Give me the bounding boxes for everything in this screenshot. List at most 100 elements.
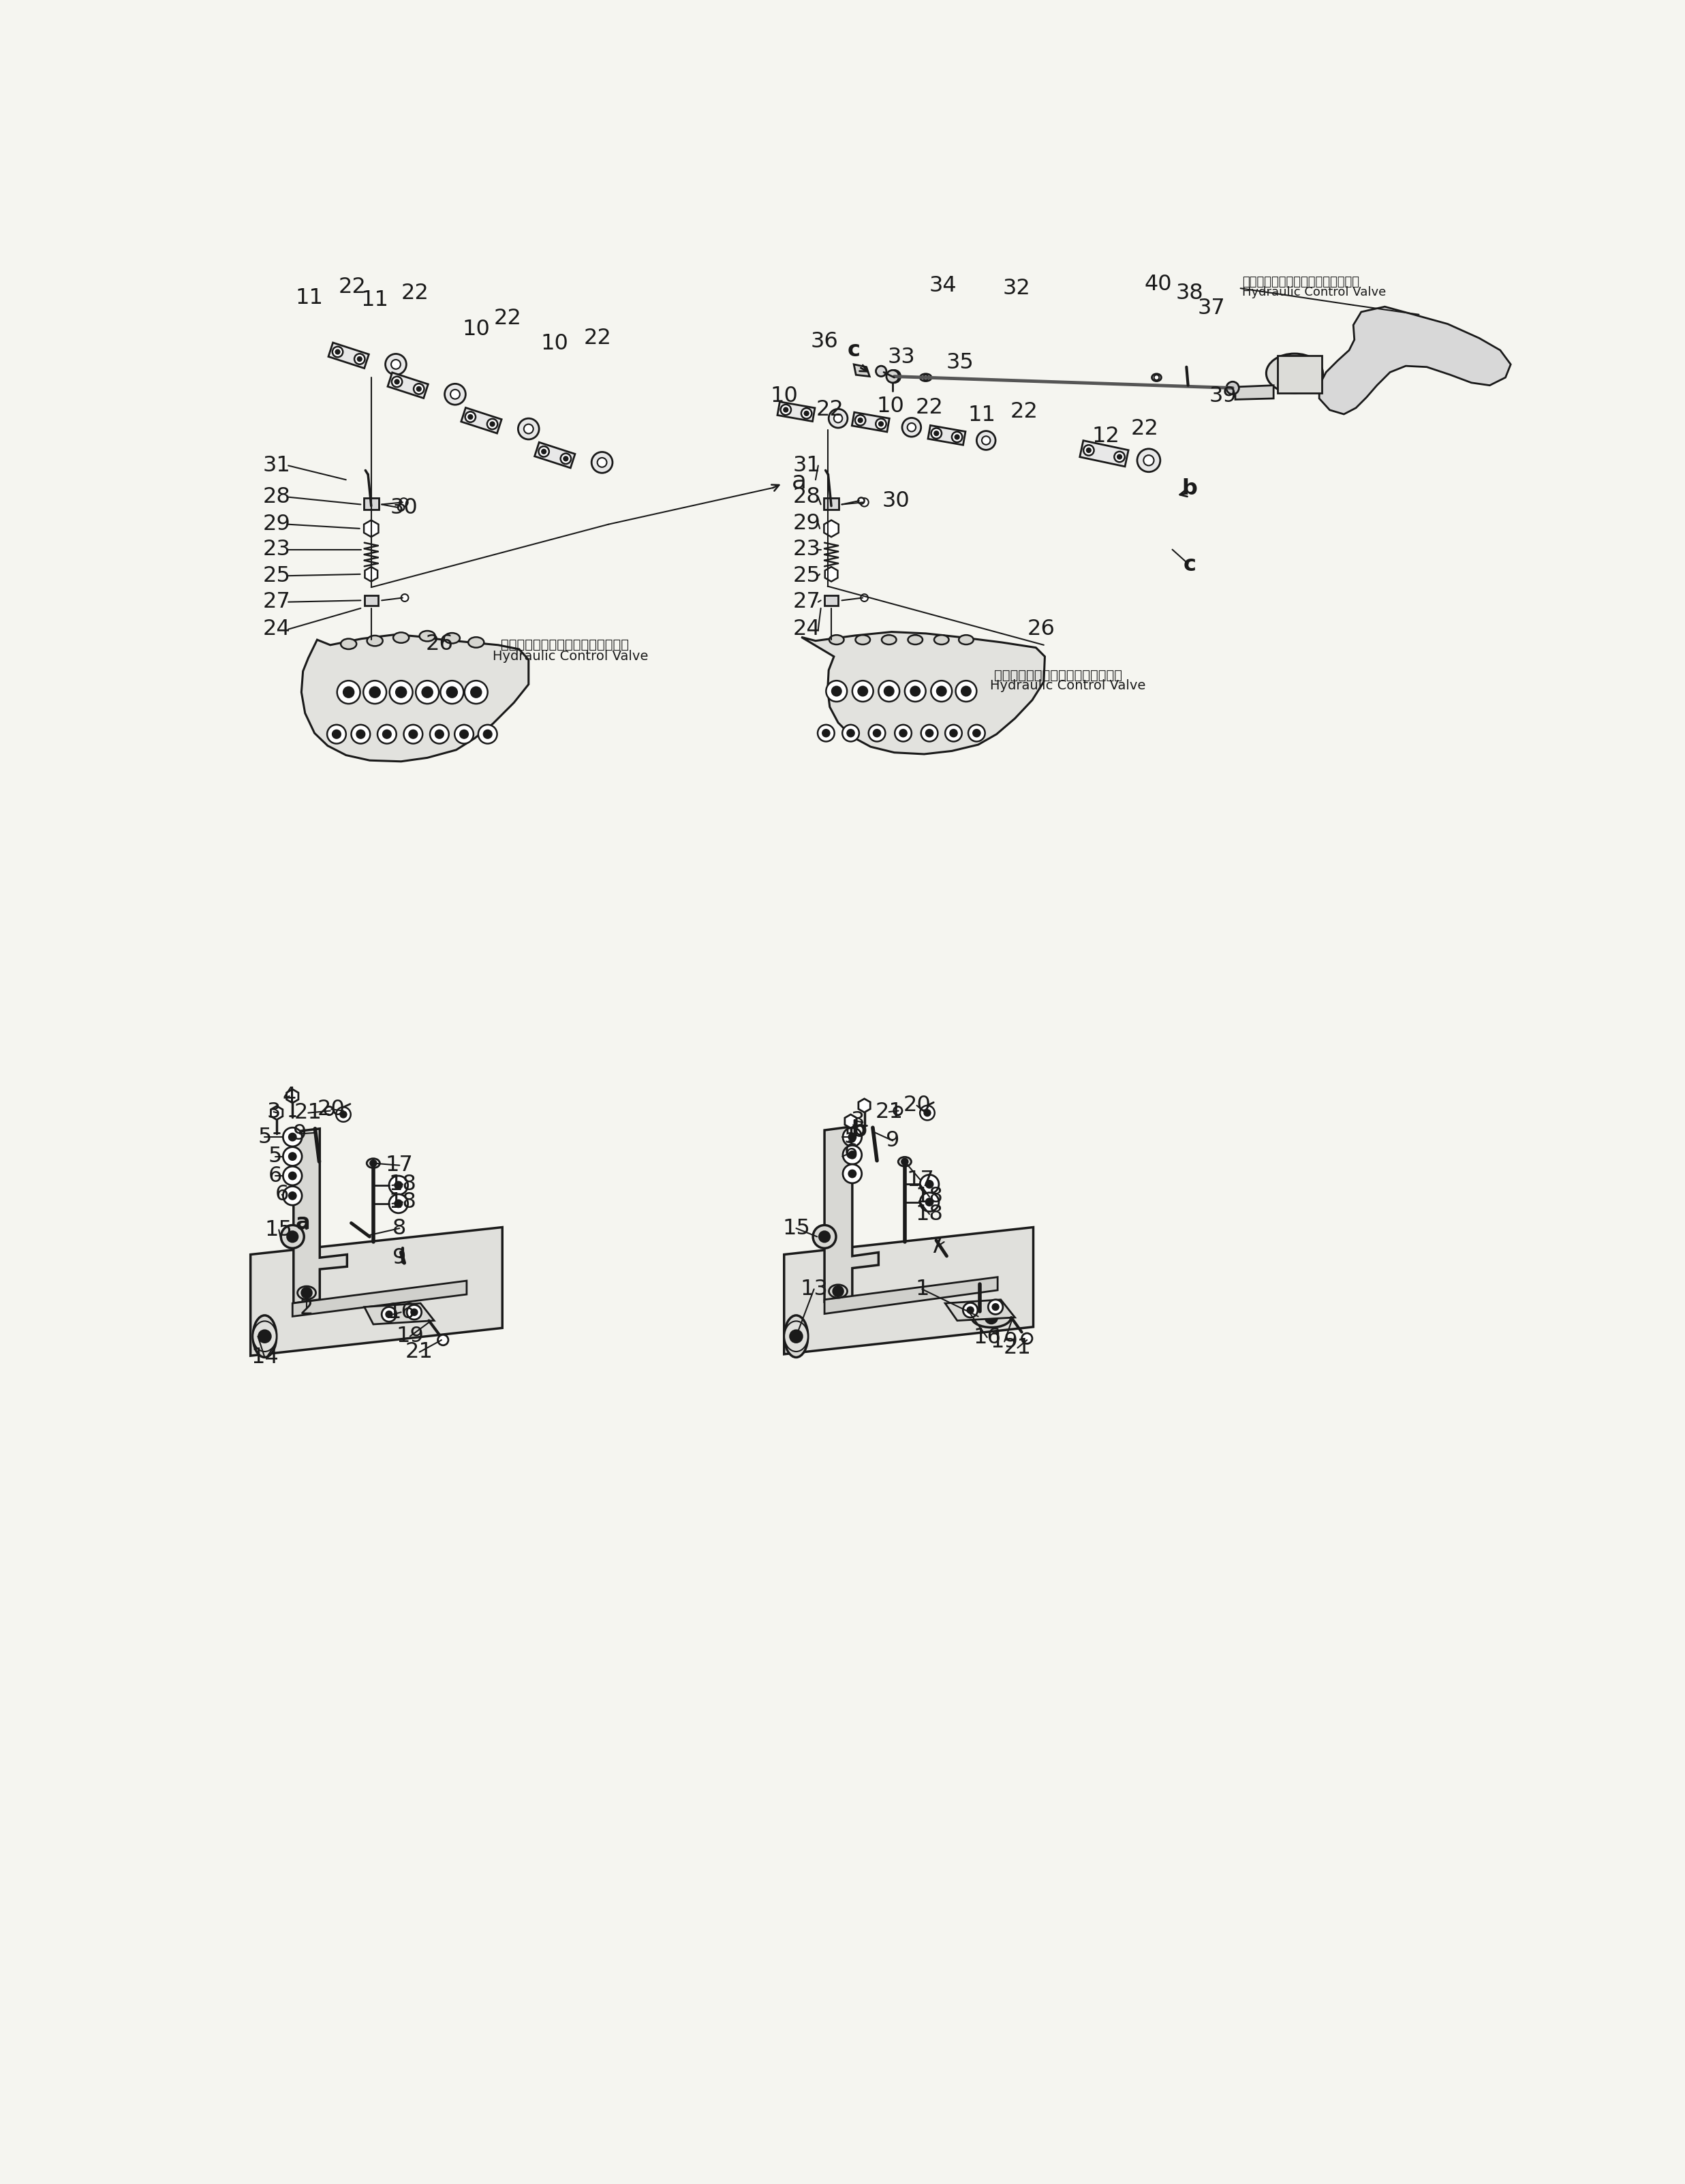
Ellipse shape bbox=[920, 373, 932, 382]
Text: 1: 1 bbox=[915, 1278, 928, 1299]
Circle shape bbox=[398, 505, 404, 511]
Polygon shape bbox=[824, 520, 839, 537]
Text: 31: 31 bbox=[792, 454, 821, 476]
Circle shape bbox=[817, 725, 834, 743]
Circle shape bbox=[430, 725, 448, 743]
Text: 29: 29 bbox=[792, 513, 821, 533]
Text: 29: 29 bbox=[263, 513, 292, 535]
Polygon shape bbox=[388, 373, 428, 397]
Polygon shape bbox=[824, 1278, 998, 1315]
Text: 25: 25 bbox=[792, 566, 821, 585]
Circle shape bbox=[364, 681, 386, 703]
Text: c: c bbox=[848, 341, 861, 360]
Text: 7: 7 bbox=[930, 1236, 944, 1258]
Circle shape bbox=[920, 1105, 935, 1120]
Circle shape bbox=[404, 725, 423, 743]
Circle shape bbox=[842, 725, 859, 743]
Ellipse shape bbox=[784, 1321, 807, 1352]
Circle shape bbox=[286, 1232, 298, 1243]
Text: 22: 22 bbox=[401, 284, 430, 304]
Circle shape bbox=[401, 594, 408, 601]
Circle shape bbox=[344, 688, 354, 697]
Circle shape bbox=[340, 1112, 347, 1118]
Text: 21: 21 bbox=[1004, 1337, 1031, 1358]
Circle shape bbox=[861, 594, 868, 601]
Text: 9: 9 bbox=[393, 1247, 406, 1269]
Ellipse shape bbox=[253, 1315, 276, 1356]
Circle shape bbox=[283, 1186, 302, 1206]
Text: 20: 20 bbox=[317, 1099, 345, 1120]
Ellipse shape bbox=[933, 636, 949, 644]
Circle shape bbox=[858, 686, 868, 697]
Text: a: a bbox=[295, 1212, 310, 1234]
Polygon shape bbox=[329, 343, 369, 369]
Circle shape bbox=[465, 681, 487, 703]
Circle shape bbox=[858, 498, 864, 505]
Circle shape bbox=[876, 419, 886, 428]
Text: 23: 23 bbox=[792, 539, 821, 559]
Circle shape bbox=[288, 1192, 297, 1199]
Circle shape bbox=[479, 725, 497, 743]
Ellipse shape bbox=[1153, 373, 1161, 382]
Text: 35: 35 bbox=[945, 352, 974, 373]
Ellipse shape bbox=[972, 1308, 1011, 1328]
Text: 27: 27 bbox=[263, 592, 292, 612]
Polygon shape bbox=[293, 1280, 467, 1317]
Circle shape bbox=[357, 729, 366, 738]
Circle shape bbox=[901, 1158, 908, 1164]
Circle shape bbox=[992, 1304, 999, 1310]
Circle shape bbox=[435, 729, 443, 738]
Polygon shape bbox=[1080, 441, 1129, 467]
Circle shape bbox=[354, 354, 366, 365]
Text: 5: 5 bbox=[268, 1147, 281, 1166]
Polygon shape bbox=[364, 1304, 435, 1324]
Text: 4: 4 bbox=[283, 1085, 297, 1107]
Text: 14: 14 bbox=[251, 1348, 278, 1367]
Text: 18: 18 bbox=[389, 1173, 416, 1195]
Polygon shape bbox=[858, 1099, 869, 1112]
Bar bbox=[364, 596, 377, 605]
Circle shape bbox=[386, 1310, 393, 1317]
Circle shape bbox=[972, 729, 981, 736]
Circle shape bbox=[920, 1175, 939, 1195]
Ellipse shape bbox=[898, 1158, 912, 1166]
Polygon shape bbox=[251, 1227, 502, 1356]
Text: 32: 32 bbox=[1003, 277, 1031, 299]
Text: 22: 22 bbox=[585, 328, 612, 349]
Text: Hydraulic Control Valve: Hydraulic Control Valve bbox=[494, 651, 649, 664]
Circle shape bbox=[859, 498, 868, 507]
Ellipse shape bbox=[393, 633, 409, 642]
Text: 21: 21 bbox=[295, 1103, 322, 1123]
Circle shape bbox=[421, 688, 433, 697]
Circle shape bbox=[302, 1289, 312, 1297]
Text: ハイドロリックコントロールバルブ: ハイドロリックコントロールバルブ bbox=[1242, 275, 1360, 288]
Circle shape bbox=[886, 369, 900, 382]
Circle shape bbox=[350, 725, 371, 743]
Text: 11: 11 bbox=[295, 286, 324, 308]
Circle shape bbox=[283, 1147, 302, 1166]
Circle shape bbox=[849, 1151, 856, 1158]
Polygon shape bbox=[844, 1114, 856, 1129]
Circle shape bbox=[517, 419, 539, 439]
Circle shape bbox=[490, 422, 494, 426]
Text: 10: 10 bbox=[462, 319, 490, 341]
Circle shape bbox=[895, 725, 912, 743]
Circle shape bbox=[802, 408, 812, 419]
Text: 15: 15 bbox=[782, 1219, 810, 1238]
Circle shape bbox=[382, 729, 391, 738]
Circle shape bbox=[281, 1225, 303, 1249]
Circle shape bbox=[1117, 454, 1122, 459]
Ellipse shape bbox=[784, 1315, 807, 1356]
Circle shape bbox=[561, 454, 571, 463]
Text: 9: 9 bbox=[886, 1129, 900, 1151]
Circle shape bbox=[986, 1310, 998, 1324]
Circle shape bbox=[357, 356, 362, 360]
Circle shape bbox=[335, 1107, 350, 1123]
Circle shape bbox=[955, 435, 959, 439]
Text: 5: 5 bbox=[844, 1127, 858, 1147]
Text: ハイドロリックコントロールバルブ: ハイドロリックコントロールバルブ bbox=[994, 668, 1122, 681]
Circle shape bbox=[900, 729, 907, 736]
Polygon shape bbox=[286, 1090, 298, 1103]
Circle shape bbox=[952, 432, 962, 441]
Circle shape bbox=[283, 1127, 302, 1147]
